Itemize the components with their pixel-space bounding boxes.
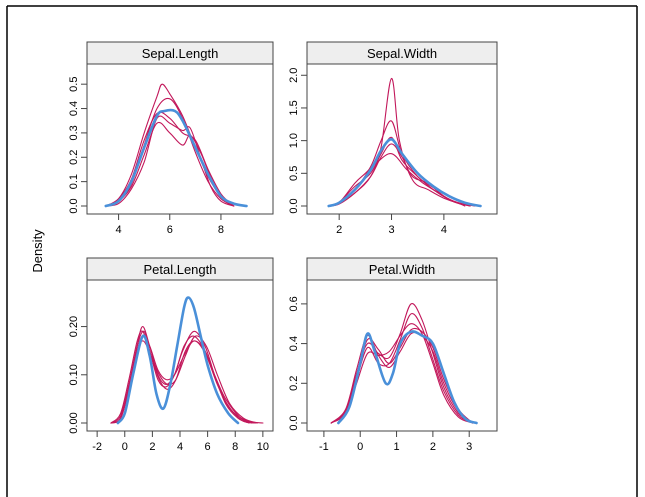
x-tick-label: 4 — [116, 224, 122, 236]
y-tick-label: 0.0 — [68, 198, 80, 213]
y-tick-label: 0.2 — [68, 150, 80, 165]
panel-title: Petal.Width — [369, 262, 435, 277]
x-tick-label: 3 — [466, 441, 472, 453]
panel-title: Sepal.Length — [142, 46, 219, 61]
panel-2: Petal.Length -2 0 2 4 6 8 10 0.00 0.10 0.20 — [68, 257, 274, 453]
y-tick-label: 0.6 — [288, 296, 300, 311]
x-tick-label: 3 — [388, 224, 394, 236]
imputed-density-line — [105, 115, 235, 207]
panel-plot-box — [306, 279, 498, 432]
y-tick-label: 0.3 — [68, 125, 80, 140]
y-tick-label: 0.10 — [68, 364, 80, 385]
imputed-density-line — [330, 331, 474, 424]
panel-0: Sepal.Length 4 6 8 0.0 0.1 0.2 0.3 0.4 0.5 — [68, 41, 274, 236]
panel-plot-box — [86, 279, 274, 432]
observed-density-line — [104, 108, 248, 208]
x-tick-label: 8 — [232, 441, 238, 453]
x-tick-label: 6 — [167, 224, 173, 236]
x-tick-label: -2 — [92, 441, 102, 453]
x-tick-label: 2 — [149, 441, 155, 453]
panel-plot-box — [86, 63, 274, 215]
y-tick-label: 2.0 — [288, 68, 300, 83]
y-tick-label: 0.0 — [288, 198, 300, 213]
x-tick-label: 6 — [205, 441, 211, 453]
x-tick-label: 8 — [218, 224, 224, 236]
x-tick-label: 0 — [357, 441, 363, 453]
x-tick-label: 10 — [257, 441, 269, 453]
y-tick-label: 0.4 — [68, 101, 80, 116]
y-tick-label: 0.4 — [288, 336, 300, 351]
panel-1: Sepal.Width 2 3 4 0.0 0.5 1.0 1.5 2.0 — [288, 41, 498, 236]
panel-title: Petal.Length — [143, 262, 216, 277]
x-tick-label: 1 — [393, 441, 399, 453]
x-tick-label: 4 — [441, 224, 447, 236]
observed-density-line — [337, 330, 478, 425]
panel-title: Sepal.Width — [367, 46, 437, 61]
panel-plot-box — [306, 63, 498, 215]
x-tick-label: -1 — [319, 441, 329, 453]
y-tick-label: 1.5 — [288, 100, 300, 115]
y-axis-label: Density — [30, 229, 45, 273]
y-tick-label: 0.2 — [288, 376, 300, 391]
observed-density-line — [116, 296, 240, 425]
x-tick-label: 2 — [430, 441, 436, 453]
imputed-density-line — [328, 153, 471, 207]
imputed-density-line — [110, 330, 264, 424]
y-tick-label: 0.5 — [288, 166, 300, 181]
observed-density-line — [327, 138, 482, 208]
y-tick-label: 0.5 — [68, 77, 80, 92]
y-tick-label: 0.0 — [288, 415, 300, 430]
x-tick-label: 4 — [177, 441, 183, 453]
y-tick-label: 0.1 — [68, 174, 80, 189]
y-tick-label: 0.00 — [68, 412, 80, 433]
x-tick-label: 0 — [122, 441, 128, 453]
panel-3: Petal.Width -1 0 1 2 3 0.0 0.2 0.4 0.6 — [288, 257, 498, 453]
imputed-density-line — [328, 77, 476, 207]
y-tick-label: 0.20 — [68, 316, 80, 337]
y-tick-label: 1.0 — [288, 133, 300, 148]
x-tick-label: 2 — [336, 224, 342, 236]
